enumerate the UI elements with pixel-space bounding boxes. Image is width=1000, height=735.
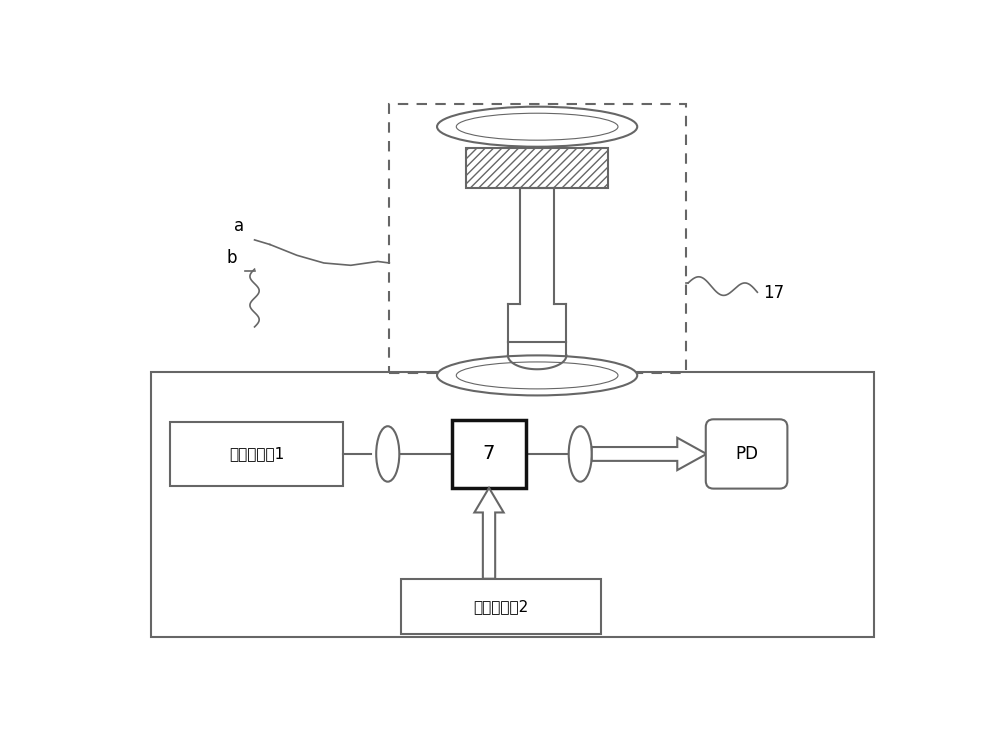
Ellipse shape [376, 426, 399, 481]
Text: 探测激光器1: 探测激光器1 [229, 446, 284, 462]
Text: 7: 7 [483, 445, 495, 464]
Bar [466, 148, 608, 188]
Ellipse shape [437, 107, 637, 147]
Text: a: a [234, 217, 244, 234]
Ellipse shape [569, 426, 592, 481]
Bar [401, 578, 601, 634]
Text: b: b [226, 249, 237, 267]
Bar [151, 372, 874, 637]
Bar [452, 420, 526, 488]
Text: PD: PD [735, 445, 758, 463]
Bar [170, 423, 343, 486]
Text: 抽运激光器2: 抽运激光器2 [473, 599, 529, 614]
Text: 17: 17 [763, 284, 784, 302]
Bar [389, 104, 686, 373]
FancyArrow shape [592, 438, 707, 470]
Ellipse shape [437, 356, 637, 395]
FancyBboxPatch shape [706, 419, 787, 489]
FancyArrow shape [474, 488, 504, 578]
